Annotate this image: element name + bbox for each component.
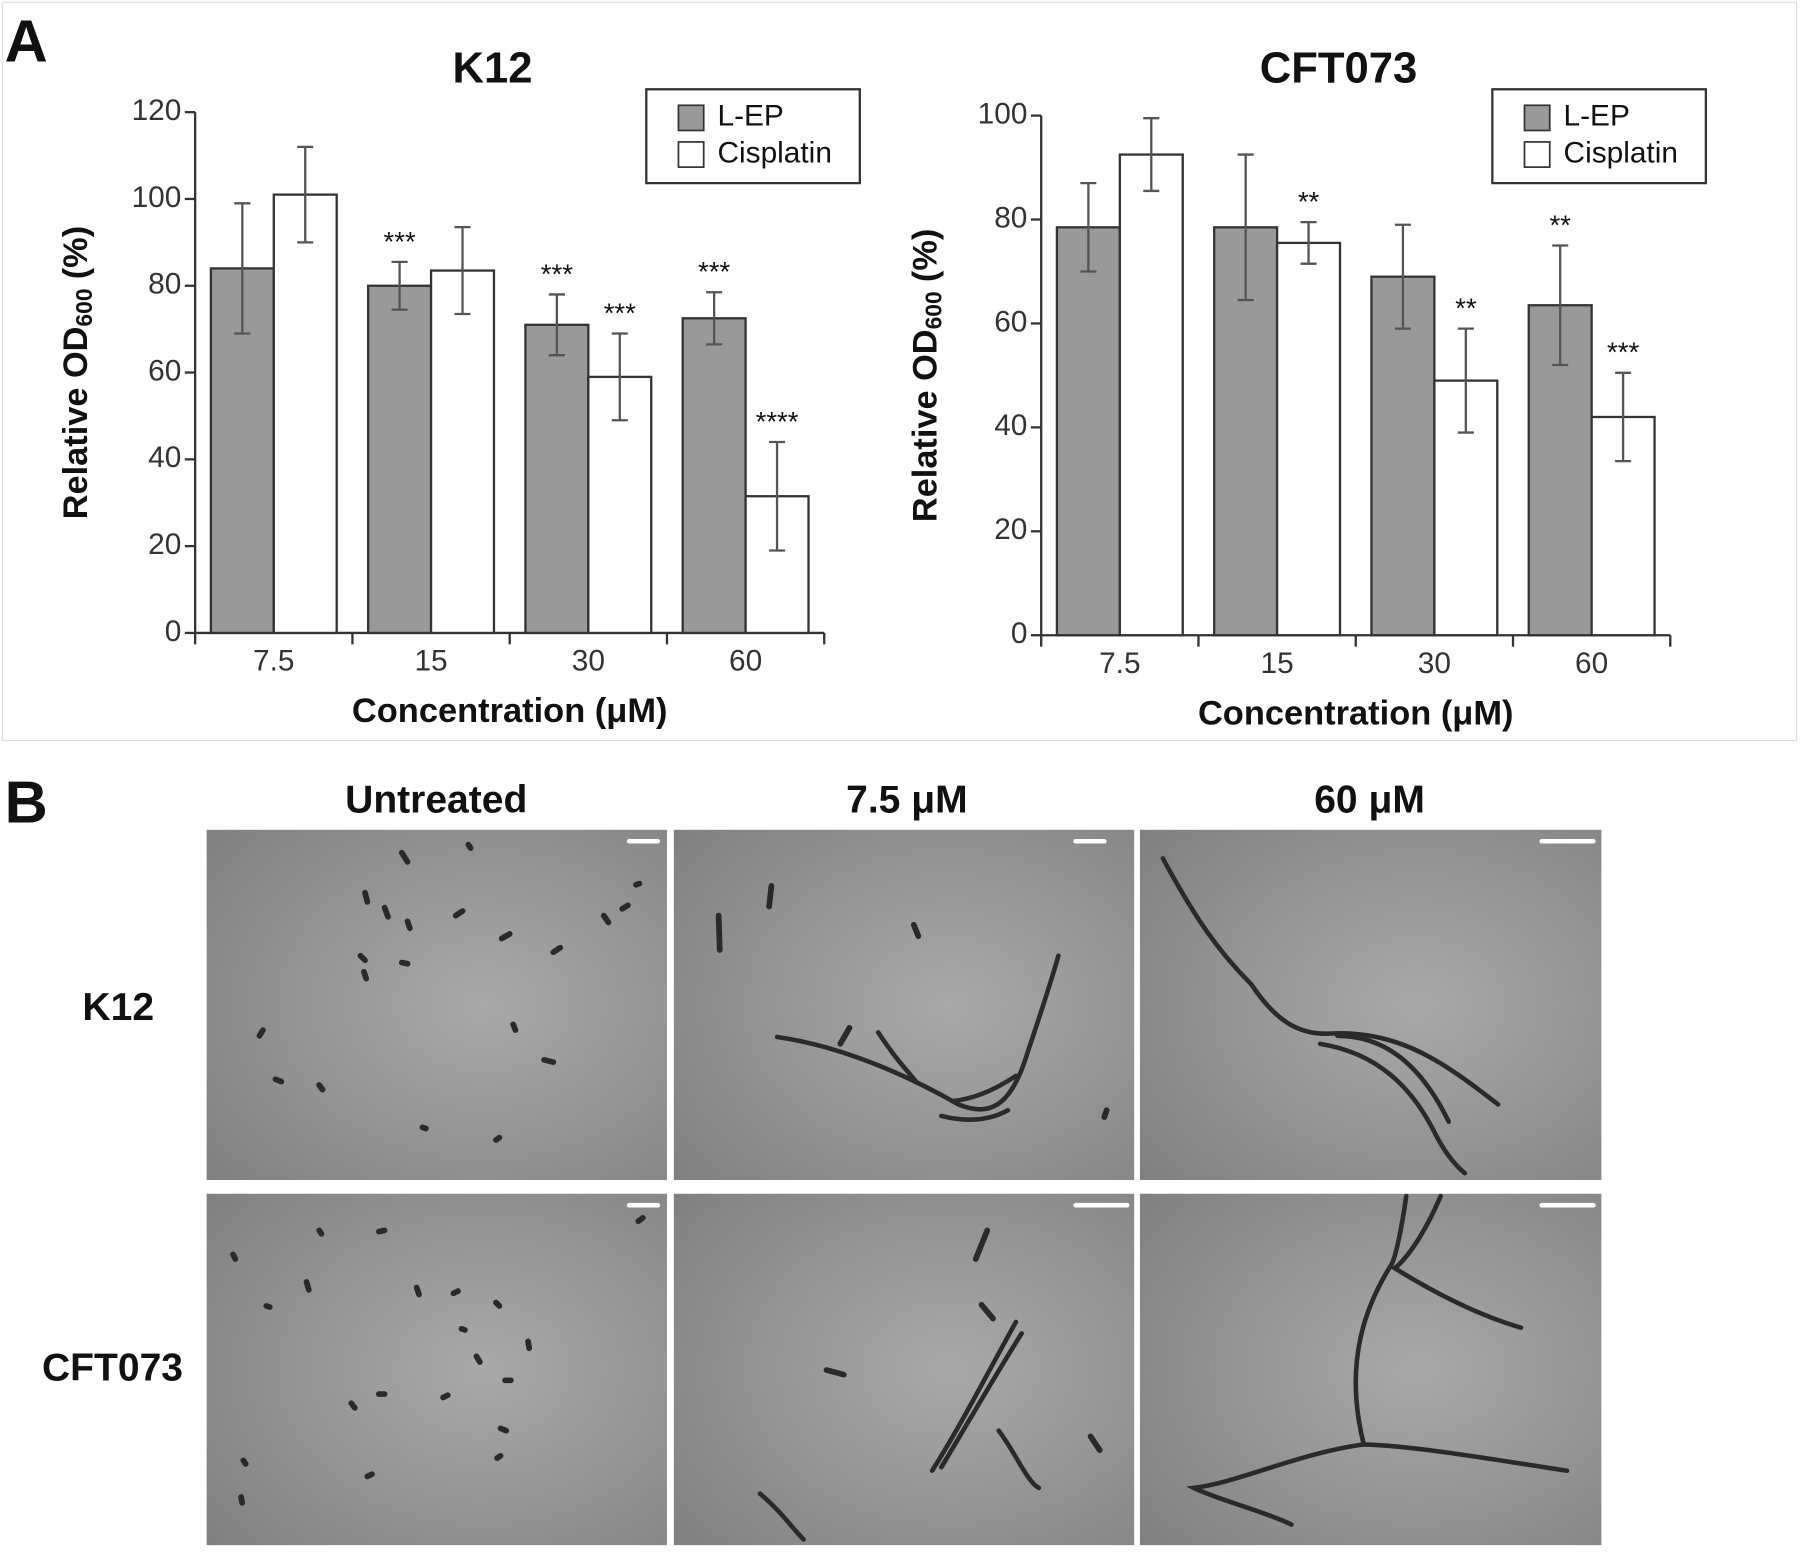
x-tick-label: 60	[729, 645, 762, 678]
bar	[367, 284, 433, 635]
bar	[272, 193, 338, 635]
y-tick-label: 100	[132, 181, 182, 214]
y-axis-label-subscript: 600	[71, 288, 97, 326]
x-tick-label: 7.5	[253, 645, 294, 678]
error-bar	[1300, 220, 1317, 265]
column-title: 7.5 μM	[846, 779, 967, 822]
x-tick-label: 60	[1575, 647, 1608, 680]
error-bar	[1394, 223, 1411, 330]
bar	[1055, 226, 1121, 637]
error-bar	[1615, 371, 1632, 463]
x-axis-label: Concentration (μM)	[1198, 694, 1514, 732]
error-bar	[1552, 244, 1569, 367]
error-bar	[1237, 153, 1254, 302]
micrograph	[206, 829, 667, 1181]
y-tick-label: 80	[148, 268, 181, 301]
y-tick-label: 120	[132, 94, 182, 127]
y-tick-label: 60	[994, 305, 1027, 338]
y-tick-label: 80	[994, 201, 1027, 234]
significance-label: ***	[604, 297, 636, 328]
row-title: CFT073	[42, 1346, 183, 1389]
column-title: 60 μM	[1314, 779, 1425, 822]
chart-title: K12	[452, 45, 532, 93]
panel-label: A	[5, 8, 48, 75]
y-tick-label: 100	[978, 98, 1028, 131]
error-bar	[454, 226, 471, 316]
micrograph-panel: Untreated 7.5 μM 60 μM K12 CFT073	[42, 779, 1602, 1546]
legend-swatch	[1523, 104, 1551, 132]
bar	[1275, 241, 1342, 637]
error-bar	[611, 332, 628, 422]
x-tick-label: 15	[414, 645, 447, 678]
panel-a-frame	[1, 1, 1798, 742]
legend-label: Cisplatin	[1564, 136, 1678, 169]
x-tick-label: 7.5	[1099, 647, 1140, 680]
legend-label: L-EP	[717, 100, 783, 133]
legend-label: Cisplatin	[717, 136, 831, 169]
column-title: Untreated	[345, 779, 527, 822]
bar	[524, 323, 590, 635]
micrograph	[673, 829, 1135, 1181]
bar	[1370, 275, 1436, 637]
error-bar	[1143, 117, 1160, 193]
y-axis-label-suffix: (%)	[907, 229, 945, 282]
y-tick-label: 0	[1011, 617, 1028, 650]
micrograph	[1139, 1193, 1602, 1546]
filaments	[757, 856, 1570, 1542]
micrographs	[206, 829, 1602, 1546]
bar	[681, 317, 747, 635]
micrograph	[206, 1193, 667, 1546]
error-bar	[391, 260, 408, 311]
error-bar	[548, 293, 565, 357]
significance-label: ***	[1607, 337, 1639, 368]
y-axis-label: Relative OD600 (%)	[57, 226, 97, 519]
x-tick-label: 30	[572, 645, 605, 678]
chart-title: CFT073	[1260, 45, 1418, 93]
legend-swatch	[677, 104, 705, 132]
significance-label: **	[1455, 293, 1477, 324]
error-bar	[769, 440, 786, 552]
scale-bar	[626, 838, 1596, 1208]
bacteria	[230, 841, 1110, 1506]
x-tick-label: 15	[1261, 647, 1294, 680]
significance-label: ***	[384, 226, 416, 257]
y-tick-label: 60	[148, 354, 181, 387]
significance-label: ***	[698, 256, 730, 287]
legend-swatch	[1523, 141, 1551, 168]
error-bar	[706, 291, 723, 346]
y-axis-label: Relative OD600 (%)	[907, 229, 947, 522]
y-axis-label-subscript: 600	[921, 291, 947, 329]
micrograph	[673, 1193, 1135, 1546]
x-tick-label: 30	[1418, 647, 1451, 680]
y-axis-label-text: Relative OD	[907, 329, 945, 522]
y-tick-label: 40	[994, 409, 1027, 442]
error-bar	[1457, 327, 1474, 434]
significance-label: ***	[541, 258, 573, 289]
y-tick-label: 0	[165, 615, 182, 648]
y-tick-label: 40	[148, 441, 181, 474]
y-tick-label: 20	[148, 528, 181, 561]
y-tick-label: 20	[994, 513, 1027, 546]
significance-label: **	[1549, 209, 1571, 240]
legend-swatch	[677, 141, 705, 168]
y-axis-label-text: Relative OD	[57, 327, 95, 520]
micrograph	[1139, 829, 1602, 1181]
legend-label: L-EP	[1564, 100, 1630, 133]
error-bar	[1080, 182, 1097, 273]
error-bar	[234, 202, 251, 335]
y-axis-label-suffix: (%)	[57, 226, 95, 279]
bar	[429, 269, 496, 635]
row-title: K12	[82, 986, 154, 1029]
error-bar	[297, 145, 314, 244]
x-axis-label: Concentration (μM)	[352, 692, 668, 730]
bar	[1118, 153, 1184, 637]
significance-label: **	[1298, 186, 1320, 217]
significance-label: ****	[756, 406, 799, 437]
panel-label: B	[5, 769, 48, 836]
